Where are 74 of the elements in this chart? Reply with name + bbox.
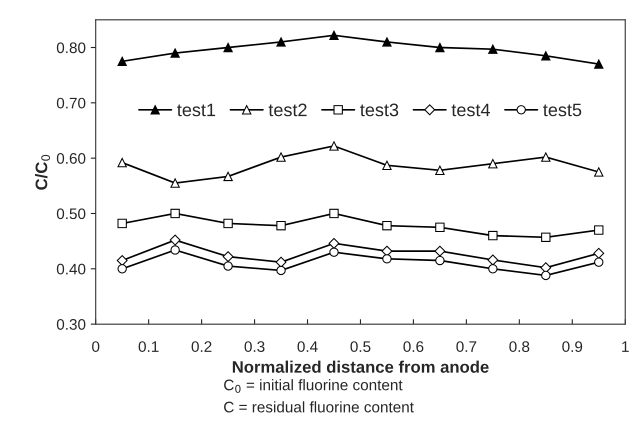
point (435, 42, 445, 52)
x-tick-label: 0.3 (244, 341, 265, 352)
x-tick-label: 0.6 (403, 341, 424, 352)
point (382, 220, 392, 230)
legend-label: test4 (452, 104, 490, 116)
point (594, 257, 604, 267)
point (276, 266, 286, 276)
point (488, 44, 498, 54)
point (223, 218, 233, 228)
point (594, 59, 604, 69)
point (541, 51, 550, 60)
x-tick-label: 0.9 (562, 341, 582, 352)
x-tick-label: 0 (92, 341, 100, 352)
point (223, 42, 233, 52)
x-tick-label: 0.2 (192, 341, 212, 352)
x-tick-label: 0.8 (509, 341, 530, 352)
x-axis-title: Normalized distance from anode (232, 360, 489, 373)
point (594, 225, 604, 235)
legend-label: test3 (360, 104, 398, 116)
point (222, 251, 234, 262)
point (329, 30, 339, 40)
legend-label: test5 (543, 104, 582, 116)
y-tick-label: 0.40 (56, 264, 86, 274)
point (329, 248, 339, 257)
point (276, 220, 286, 230)
text: C = residual fluorine content (224, 401, 414, 412)
point (276, 152, 286, 162)
point (435, 222, 445, 232)
point (117, 264, 127, 274)
point (541, 270, 550, 280)
point (382, 160, 392, 170)
point (223, 261, 233, 271)
x-tick-label: 1 (622, 341, 629, 352)
point (435, 256, 445, 266)
point (541, 232, 550, 242)
x-tick-label: 0.1 (138, 341, 159, 352)
y-tick-label: 0.80 (56, 42, 86, 54)
point (170, 234, 181, 246)
point (170, 178, 180, 188)
point (117, 56, 127, 66)
y-axis-title: C/C$_{0}$ (35, 154, 50, 190)
point (170, 48, 180, 58)
point (117, 158, 127, 168)
y-tick-label: 0.60 (56, 153, 86, 164)
point (488, 159, 498, 168)
legend-label: test2 (268, 104, 307, 116)
point (328, 238, 340, 249)
text: C$_{0}$ = initial fluorine content (224, 379, 403, 393)
point (223, 172, 233, 182)
x-tick-label: 0.5 (350, 341, 370, 352)
y-tick-label: 0.50 (56, 208, 86, 220)
point (435, 166, 445, 176)
y-tick-label: 0.30 (56, 319, 86, 330)
point (541, 152, 550, 162)
point (593, 248, 604, 259)
point (488, 264, 498, 274)
point (594, 167, 604, 177)
x-tick-label: 0.7 (456, 341, 476, 352)
point (117, 218, 127, 228)
point (434, 246, 446, 257)
legend-label: test1 (177, 104, 216, 116)
point (276, 37, 286, 47)
point (382, 254, 392, 264)
point (116, 255, 128, 266)
point (382, 37, 392, 47)
x-tick-label: 0.4 (297, 341, 318, 352)
point (329, 141, 339, 151)
point (170, 208, 180, 218)
point (488, 230, 498, 240)
point (487, 254, 498, 266)
point (276, 256, 286, 268)
point (329, 208, 339, 218)
point (170, 245, 180, 255)
y-tick-label: 0.70 (56, 98, 86, 109)
